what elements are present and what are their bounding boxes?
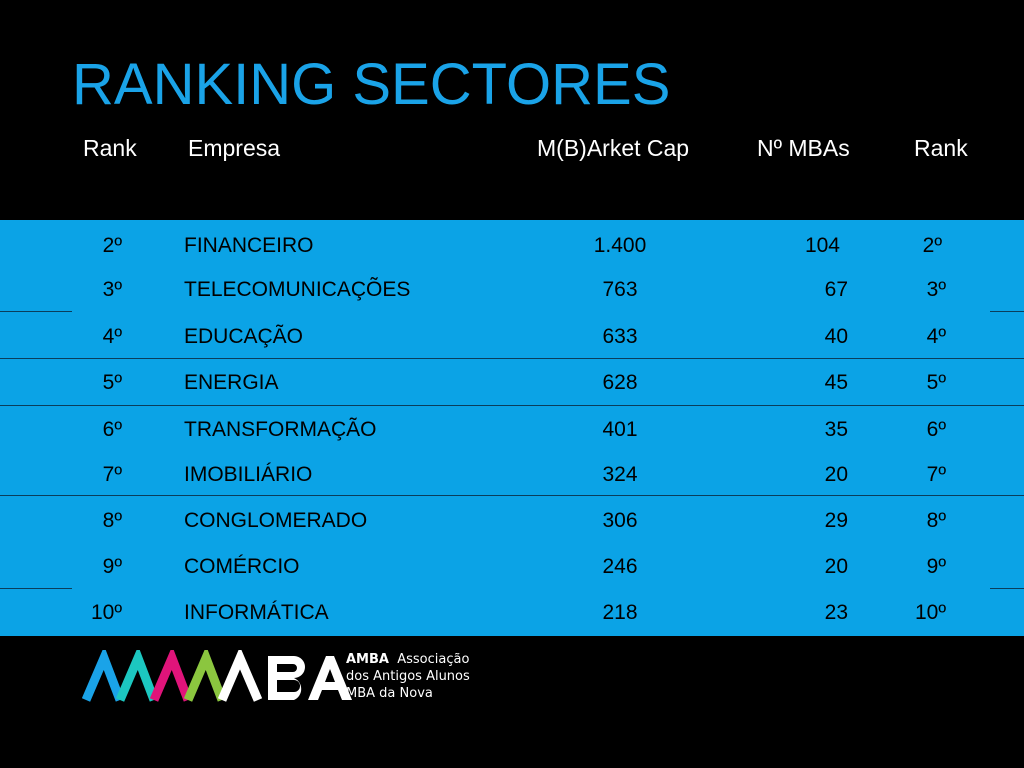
table-row: 4º EDUCAÇÃO 633 40 4º bbox=[0, 324, 1024, 350]
table-row: 9º COMÉRCIO 246 20 9º bbox=[0, 554, 1024, 580]
cell-mbas: 67 bbox=[824, 278, 848, 301]
cell-empresa: FINANCEIRO bbox=[184, 234, 314, 257]
cell-rank: 6º bbox=[102, 418, 122, 441]
header-market-cap: M(B)Arket Cap bbox=[537, 135, 690, 161]
table-row: 2º FINANCEIRO 1.400 104 2º bbox=[0, 233, 1024, 259]
cell-market-cap: 324 bbox=[602, 463, 638, 486]
table-row: 5º ENERGIA 628 45 5º bbox=[0, 370, 1024, 396]
cell-rank: 4º bbox=[102, 325, 122, 348]
cell-market-cap: 401 bbox=[602, 418, 638, 441]
cell-empresa: INFORMÁTICA bbox=[184, 601, 329, 624]
amba-logo bbox=[82, 650, 352, 702]
table-row: 7º IMOBILIÁRIO 324 20 7º bbox=[0, 462, 1024, 488]
cell-mbas: 20 bbox=[824, 463, 848, 486]
cell-market-cap: 1.400 bbox=[593, 234, 647, 257]
cell-rank-2: 6º bbox=[926, 418, 946, 441]
cell-mbas: 104 bbox=[804, 234, 840, 257]
cell-empresa: EDUCAÇÃO bbox=[184, 325, 304, 348]
cell-rank: 2º bbox=[102, 234, 122, 257]
cell-market-cap: 246 bbox=[602, 555, 638, 578]
cell-market-cap: 633 bbox=[602, 325, 638, 348]
table-row: 8º CONGLOMERADO 306 29 8º bbox=[0, 508, 1024, 534]
header-mbas: Nº MBAs bbox=[757, 135, 850, 161]
cell-mbas: 35 bbox=[824, 418, 848, 441]
cell-mbas: 29 bbox=[824, 509, 848, 532]
cell-mbas: 23 bbox=[824, 601, 848, 624]
cell-rank-2: 3º bbox=[926, 278, 946, 301]
cell-empresa: ENERGIA bbox=[184, 371, 279, 394]
cell-rank-2: 4º bbox=[926, 325, 946, 348]
logo-line-3: MBA da Nova bbox=[346, 686, 433, 701]
cell-market-cap: 628 bbox=[602, 371, 638, 394]
cell-empresa: COMÉRCIO bbox=[184, 555, 300, 578]
header-rank: Rank bbox=[83, 135, 137, 161]
header-rank-2: Rank bbox=[914, 135, 968, 161]
row-separator bbox=[0, 405, 1024, 406]
row-separator bbox=[0, 358, 1024, 359]
logo-line-1: Associação bbox=[397, 652, 470, 667]
cell-rank: 8º bbox=[102, 509, 122, 532]
cell-rank-2: 9º bbox=[926, 555, 946, 578]
cell-rank: 9º bbox=[102, 555, 122, 578]
row-separator bbox=[990, 588, 1024, 589]
logo-name: AMBA bbox=[346, 652, 389, 667]
cell-mbas: 20 bbox=[824, 555, 848, 578]
cell-mbas: 40 bbox=[824, 325, 848, 348]
cell-market-cap: 306 bbox=[602, 509, 638, 532]
cell-rank: 5º bbox=[102, 371, 122, 394]
cell-rank-2: 7º bbox=[926, 463, 946, 486]
cell-rank-2: 8º bbox=[926, 509, 946, 532]
cell-empresa: CONGLOMERADO bbox=[184, 509, 368, 532]
cell-rank: 7º bbox=[102, 463, 122, 486]
cell-empresa: IMOBILIÁRIO bbox=[184, 463, 313, 486]
cell-rank: 3º bbox=[102, 278, 122, 301]
cell-rank-2: 2º bbox=[922, 234, 942, 257]
cell-rank-2: 5º bbox=[926, 371, 946, 394]
cell-rank-2: 10º bbox=[914, 601, 946, 624]
row-separator bbox=[0, 495, 1024, 496]
slide-title: RANKING SECTORES bbox=[72, 52, 671, 117]
cell-market-cap: 763 bbox=[602, 278, 638, 301]
logo-caption: AMBA Associação dos Antigos Alunos MBA d… bbox=[346, 651, 470, 702]
table-row: 10º INFORMÁTICA 218 23 10º bbox=[0, 600, 1024, 626]
header-empresa: Empresa bbox=[188, 135, 281, 161]
row-separator bbox=[0, 311, 72, 312]
logo-line-2: dos Antigos Alunos bbox=[346, 669, 470, 684]
cell-empresa: TELECOMUNICAÇÕES bbox=[184, 278, 411, 301]
table-row: 6º TRANSFORMAÇÃO 401 35 6º bbox=[0, 417, 1024, 443]
table-body-band bbox=[0, 220, 1024, 636]
row-separator bbox=[0, 588, 72, 589]
cell-empresa: TRANSFORMAÇÃO bbox=[184, 418, 377, 441]
row-separator bbox=[990, 311, 1024, 312]
cell-mbas: 45 bbox=[824, 371, 848, 394]
table-row: 3º TELECOMUNICAÇÕES 763 67 3º bbox=[0, 277, 1024, 303]
cell-market-cap: 218 bbox=[602, 601, 638, 624]
cell-rank: 10º bbox=[90, 601, 122, 624]
